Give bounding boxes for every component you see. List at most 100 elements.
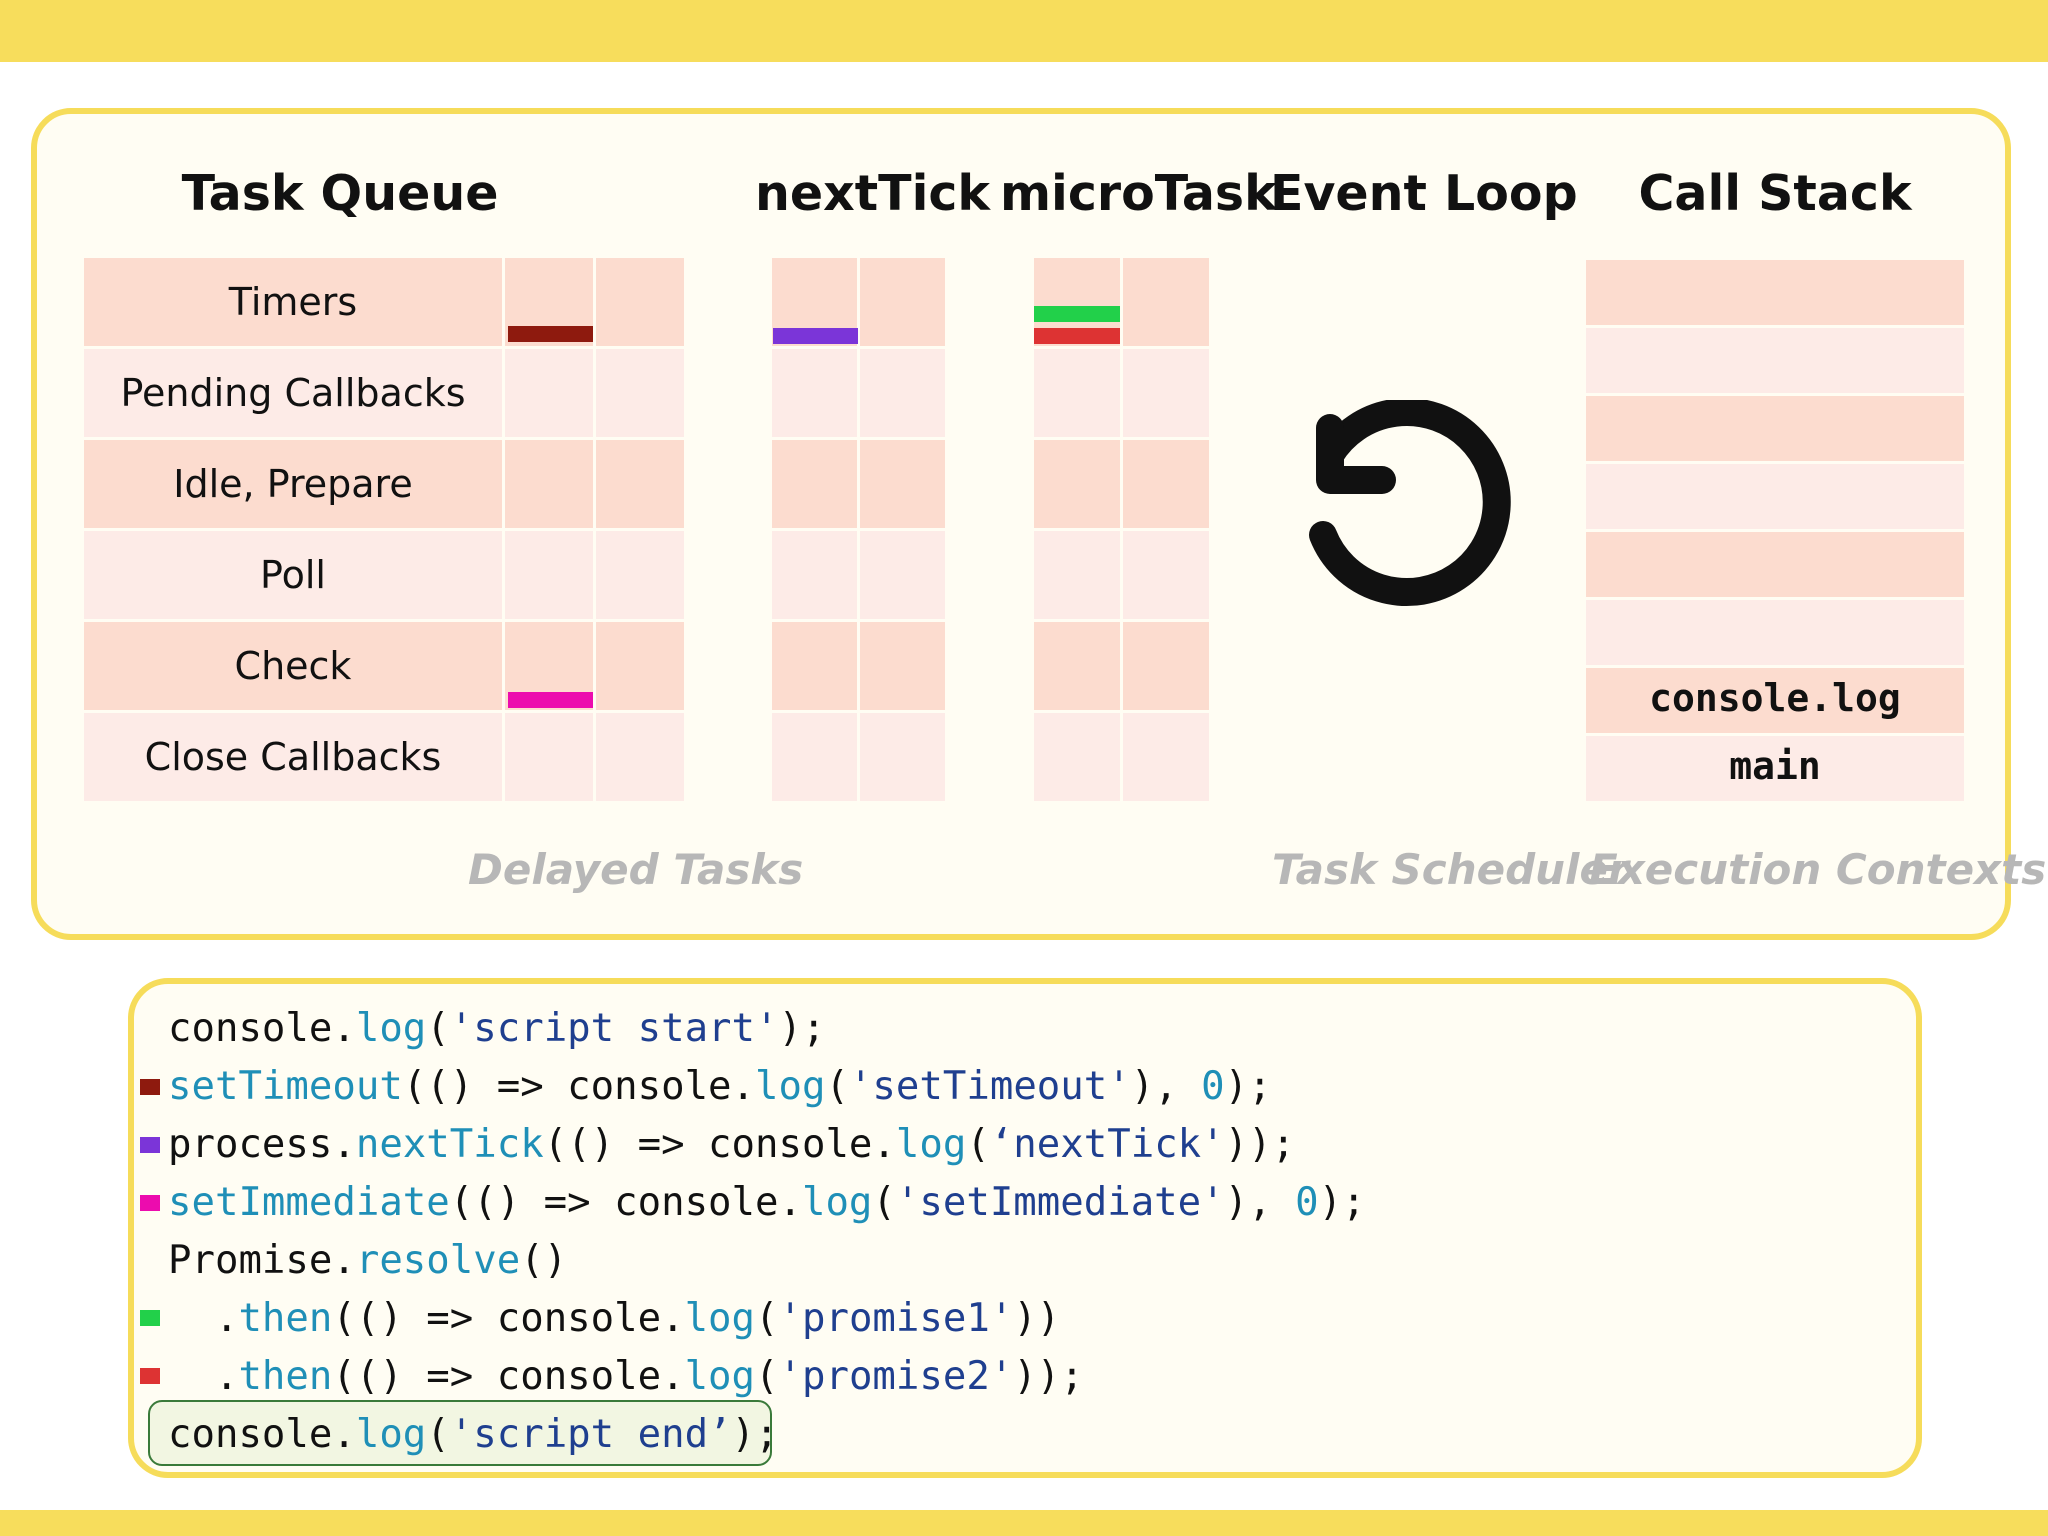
task-queue-row-check (84, 622, 502, 710)
code-token: process. (168, 1122, 356, 1167)
call-stack-slot (1586, 464, 1964, 529)
row-label-close-callbacks: Close Callbacks (144, 735, 442, 779)
queue-slot (596, 258, 684, 346)
execution-contexts-caption: Execution Contexts (1589, 845, 2047, 894)
next-tick-slot (860, 349, 945, 437)
bottom-accent-band (0, 1510, 2048, 1536)
queue-slot (596, 622, 684, 710)
micro-task-slot (1034, 713, 1120, 801)
promise1-task-marker (1034, 306, 1120, 322)
promise2-color-marker (140, 1368, 160, 1384)
code-token: resolve (355, 1238, 521, 1283)
code-line-7: .then(() => console.log('promise2')); (168, 1352, 1084, 1402)
call-stack-frame-console-log (1586, 668, 1964, 733)
code-token: ), (1224, 1180, 1296, 1225)
call-stack-entry-console-log: console.log (1649, 676, 1901, 720)
micro-task-slot (1034, 622, 1120, 710)
next-tick-heading: nextTick (755, 165, 990, 222)
code-token: ( (755, 1296, 779, 1341)
next-tick-task-marker (773, 328, 858, 344)
call-stack-entry-main: main (1729, 744, 1821, 788)
code-token: then (238, 1296, 333, 1341)
queue-slot (505, 713, 593, 801)
current-line-highlight (148, 1400, 772, 1466)
row-label-pending-callbacks: Pending Callbacks (120, 371, 466, 415)
micro-task-heading: microTask (1000, 165, 1277, 222)
micro-task-slot (1034, 440, 1120, 528)
micro-task-slot (1123, 440, 1209, 528)
call-stack-slot (1586, 600, 1964, 665)
micro-task-slot (1123, 349, 1209, 437)
row-label-check: Check (234, 644, 352, 688)
code-token: ); (731, 1412, 779, 1457)
code-token: ( (872, 1180, 896, 1225)
micro-task-slot (1123, 622, 1209, 710)
queue-slot (505, 531, 593, 619)
row-label-poll: Poll (260, 553, 326, 597)
timeout-color-marker (140, 1079, 160, 1095)
delayed-tasks-caption: Delayed Tasks (468, 845, 804, 894)
code-token: log (755, 1064, 826, 1109)
code-line-6: .then(() => console.log('promise1')) (168, 1294, 1060, 1344)
code-token: )); (1013, 1354, 1084, 1399)
code-token: (() => console. (402, 1064, 756, 1109)
code-token: console. (168, 1412, 356, 1457)
code-token: nextTick (355, 1122, 544, 1167)
call-stack-slot (1586, 396, 1964, 461)
code-token: 'promise1' (778, 1296, 1014, 1341)
code-token: ), (1130, 1064, 1202, 1109)
code-token: ); (1224, 1064, 1272, 1109)
row-label-timers: Timers (228, 280, 358, 324)
code-line-2: setTimeout(() => console.log('setTimeout… (168, 1062, 1272, 1112)
code-line-8: console.log('script end’); (168, 1410, 779, 1460)
code-snippet-panel (128, 978, 1922, 1478)
code-line-1: console.log('script start'); (168, 1004, 825, 1054)
code-token: )); (1224, 1122, 1296, 1167)
code-token: 'promise2' (778, 1354, 1014, 1399)
code-token: . (168, 1354, 239, 1399)
row-label-idle-prepare: Idle, Prepare (173, 462, 413, 506)
next-tick-slot (860, 622, 945, 710)
next-tick-slot (772, 349, 857, 437)
code-token: 'setImmediate' (895, 1180, 1225, 1225)
immediate-task-marker (508, 692, 593, 708)
task-queue-row-poll (84, 531, 502, 619)
micro-task-slot (1034, 349, 1120, 437)
code-token: ( (825, 1064, 849, 1109)
immediate-color-marker (140, 1195, 160, 1211)
code-token: 'script start' (449, 1006, 779, 1051)
code-line-3: process.nextTick(() => console.log(‘next… (168, 1120, 1295, 1170)
code-token: console. (168, 1006, 356, 1051)
code-token: 'setTimeout' (848, 1064, 1131, 1109)
queue-slot (505, 440, 593, 528)
call-stack-slot (1586, 328, 1964, 393)
task-scheduler-caption: Task Scheduler (1272, 845, 1629, 894)
code-token: (() => console. (332, 1296, 685, 1341)
code-token: ‘nextTick' (989, 1122, 1225, 1167)
code-token: ( (426, 1412, 450, 1457)
queue-slot (596, 349, 684, 437)
code-token: log (355, 1412, 427, 1457)
next-tick-slot (860, 440, 945, 528)
code-token: ( (426, 1006, 450, 1051)
rotate-counterclockwise-icon (1309, 400, 1511, 606)
timeout-task-marker (508, 326, 593, 342)
next-tick-slot (772, 440, 857, 528)
next-tick-slot (860, 258, 945, 346)
code-token: setImmediate (168, 1180, 450, 1225)
next-tick-slot (772, 622, 857, 710)
next-tick-slot (772, 713, 857, 801)
call-stack-slot (1586, 260, 1964, 325)
code-token: 0 (1295, 1180, 1319, 1225)
code-token: )) (1013, 1296, 1061, 1341)
queue-slot (505, 349, 593, 437)
next-tick-slot (772, 531, 857, 619)
code-token: ); (1318, 1180, 1366, 1225)
code-token: Promise. (168, 1238, 356, 1283)
queue-slot (596, 713, 684, 801)
next-tick-slot (860, 713, 945, 801)
code-token: 'script end’ (449, 1412, 732, 1457)
call-stack-heading: Call Stack (1638, 165, 1912, 222)
call-stack-frame-main (1586, 736, 1964, 801)
task-queue-row-close (84, 713, 502, 801)
